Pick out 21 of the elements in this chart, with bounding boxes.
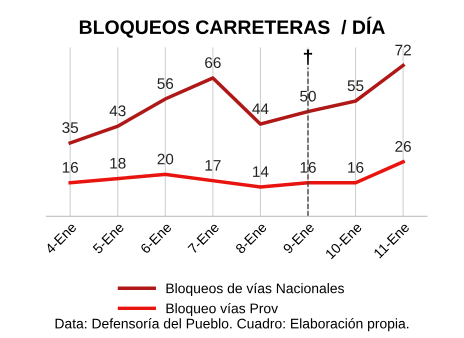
text: Data: Defensoría del Pueblo. Cuadro: Elaboración propia.: [56, 318, 408, 332]
chart-title: BLOQUEOS CARRETERAS / DÍA: [80, 16, 385, 38]
data-label: 35: [62, 122, 78, 134]
data-label: 18: [110, 158, 126, 169]
data-label: 16: [62, 162, 78, 173]
data-label: 20: [158, 154, 174, 164]
ref-line-label: †: [304, 49, 312, 65]
data-label: 14: [253, 166, 268, 177]
legend-label: Bloqueo vías Prov: [166, 302, 278, 316]
data-label: 50: [300, 90, 316, 102]
data-label: 43: [110, 105, 126, 116]
data-label: 55: [348, 80, 364, 92]
data-label: 16: [300, 162, 316, 173]
data-label: 72: [395, 44, 411, 56]
data-label: 16: [348, 162, 364, 173]
data-label: 66: [205, 57, 221, 68]
data-label: 44: [252, 103, 268, 114]
data-label: 17: [206, 160, 221, 171]
data-label: 26: [395, 141, 411, 152]
legend-label: Bloqueos de vías Nacionales: [166, 282, 344, 296]
data-label: 56: [157, 78, 174, 89]
